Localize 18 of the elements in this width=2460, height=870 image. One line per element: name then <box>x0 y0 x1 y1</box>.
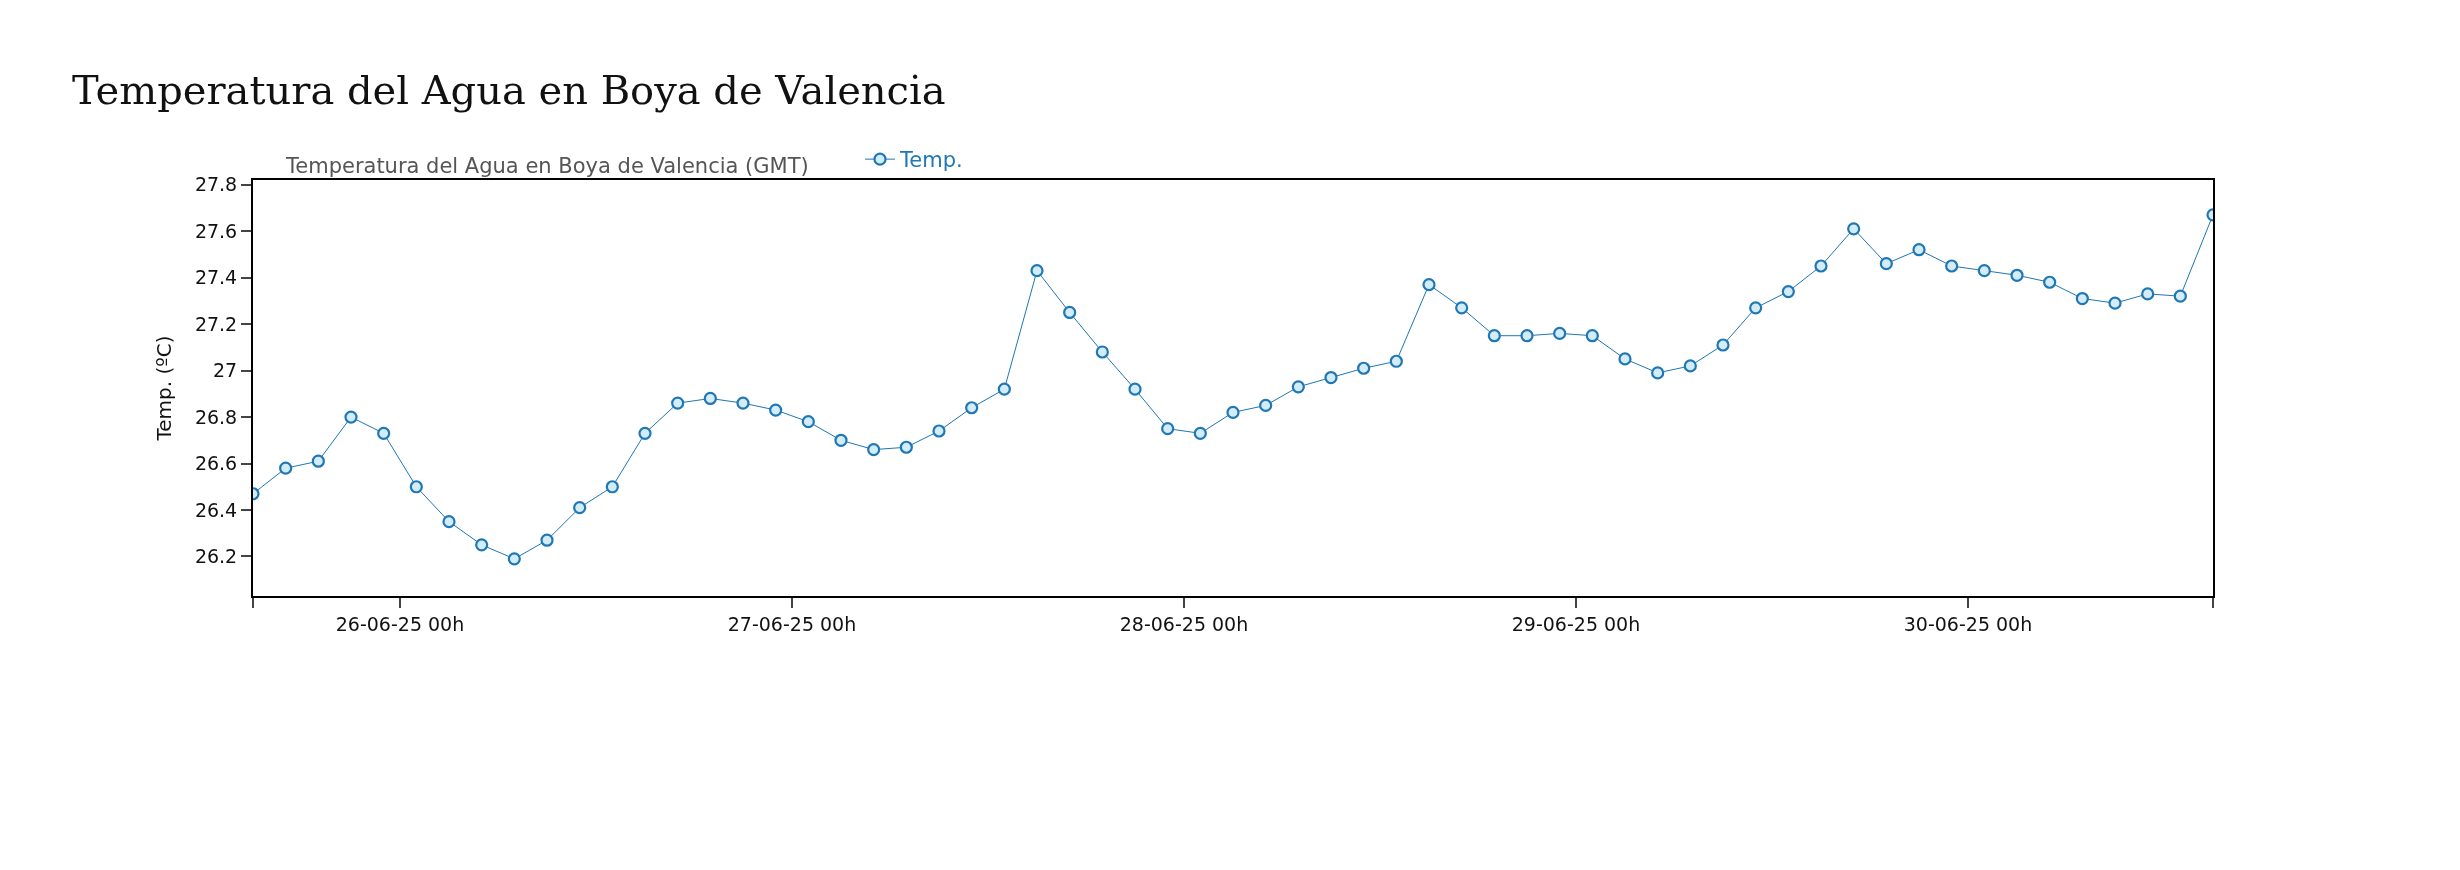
chart-subtitle: Temperatura del Agua en Boya de Valencia (GMT) <box>285 154 809 178</box>
y-tick-label: 26.6 <box>194 452 238 475</box>
y-tick-label: 27.6 <box>194 219 238 242</box>
y-axis-title: Temp. (ºC) <box>151 335 176 442</box>
x-tick-label: 27-06-25 00h <box>727 612 857 635</box>
x-tick-label: 30-06-25 00h <box>1903 612 2033 635</box>
x-tick-label: 29-06-25 00h <box>1511 612 1641 635</box>
y-tick-label: 26.8 <box>194 405 238 428</box>
y-tick-label: 27.4 <box>194 266 238 289</box>
y-tick-label: 27.8 <box>194 173 238 196</box>
chart-title: Temperatura del Agua en Boya de Valencia <box>72 67 946 113</box>
y-tick-label: 26.2 <box>194 545 238 568</box>
x-tick-label: 26-06-25 00h <box>335 612 465 635</box>
legend-label: Temp. <box>899 148 963 173</box>
y-tick-label: 27.2 <box>194 312 238 335</box>
y-tick-label: 26.4 <box>194 498 238 521</box>
x-tick-label: 28-06-25 00h <box>1119 612 1249 635</box>
y-tick-label: 27 <box>213 359 238 382</box>
